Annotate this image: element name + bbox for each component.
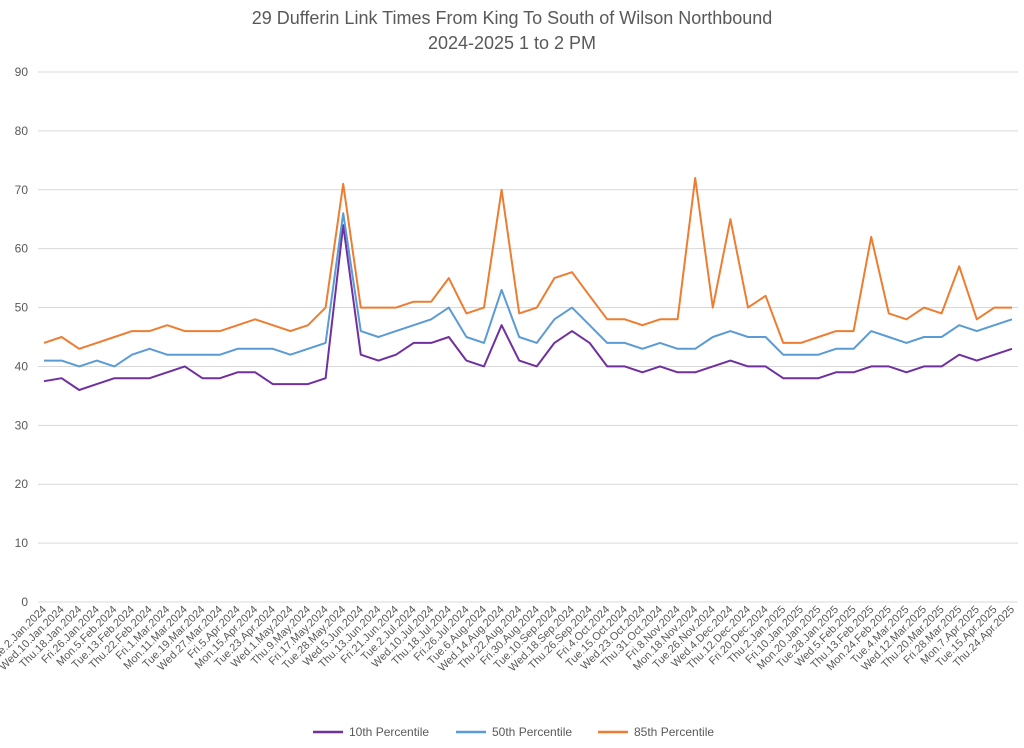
y-tick-label: 60 [15, 242, 29, 256]
y-tick-label: 30 [15, 418, 29, 432]
y-tick-label: 0 [21, 595, 28, 609]
y-tick-label: 70 [15, 183, 29, 197]
y-axis-ticks: 0 10 20 30 40 50 60 70 80 90 [15, 65, 29, 609]
y-tick-label: 50 [15, 301, 29, 315]
series-line-0 [43, 224, 1013, 391]
legend-label: 10th Percentile [349, 725, 429, 739]
legend-label: 50th Percentile [492, 725, 572, 739]
y-tick-label: 90 [15, 65, 29, 79]
series-line-1 [44, 212, 1013, 368]
x-axis-ticks: Tue.2.Jan.2024Wed.10.Jan.2024Thu.18.Jan.… [0, 604, 1017, 675]
y-tick-label: 80 [15, 124, 29, 138]
chart-title: 29 Dufferin Link Times From King To Sout… [252, 8, 773, 28]
legend: 10th Percentile 50th Percentile 85th Perce… [313, 725, 714, 739]
legend-label: 85th Percentile [634, 725, 714, 739]
gridlines [38, 71, 1018, 603]
y-tick-label: 10 [15, 536, 29, 550]
y-tick-label: 20 [15, 477, 29, 491]
y-tick-label: 40 [15, 359, 29, 373]
chart-subtitle: 2024-2025 1 to 2 PM [428, 33, 596, 53]
series-lines [43, 177, 1013, 391]
series-line-2 [43, 177, 1012, 350]
